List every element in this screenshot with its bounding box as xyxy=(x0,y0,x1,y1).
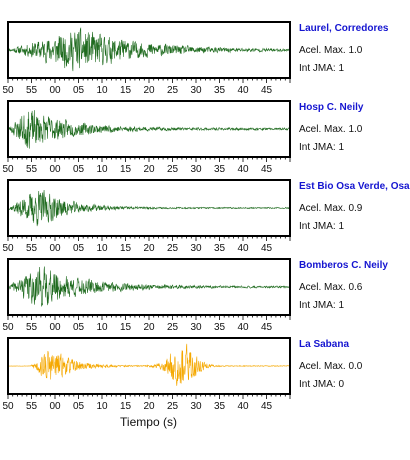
tick-label: 30 xyxy=(190,164,202,175)
jma-intensity-5: Int JMA: 0 xyxy=(299,379,345,390)
tick-label: 35 xyxy=(214,85,226,96)
tick-label: 35 xyxy=(214,401,226,412)
tick-label: 00 xyxy=(49,243,61,254)
tick-label: 30 xyxy=(190,401,202,412)
station-name-2: Hosp C. Neily xyxy=(299,102,364,113)
tick-label: 40 xyxy=(237,243,249,254)
tick-label: 35 xyxy=(214,164,226,175)
tick-label: 10 xyxy=(96,322,108,333)
tick-label: 15 xyxy=(120,164,132,175)
tick-label: 00 xyxy=(49,85,61,96)
tick-label: 50 xyxy=(2,401,14,412)
tick-label: 55 xyxy=(26,164,38,175)
tick-label: 20 xyxy=(143,401,155,412)
tick-label: 05 xyxy=(73,164,85,175)
trace-4 xyxy=(7,266,291,307)
tick-label: 10 xyxy=(96,243,108,254)
jma-intensity-2: Int JMA: 1 xyxy=(299,142,345,153)
jma-intensity-3: Int JMA: 1 xyxy=(299,221,345,232)
tick-label: 45 xyxy=(261,164,273,175)
tick-label: 45 xyxy=(261,401,273,412)
tick-label: 50 xyxy=(2,85,14,96)
tick-label: 55 xyxy=(26,85,38,96)
tick-label: 50 xyxy=(2,164,14,175)
tick-label: 20 xyxy=(143,85,155,96)
tick-label: 55 xyxy=(26,243,38,254)
tick-label: 30 xyxy=(190,85,202,96)
trace-5 xyxy=(7,343,291,386)
trace-1 xyxy=(7,27,290,72)
tick-label: 10 xyxy=(96,164,108,175)
tick-label: 20 xyxy=(143,243,155,254)
jma-intensity-1: Int JMA: 1 xyxy=(299,63,345,74)
tick-label: 55 xyxy=(26,322,38,333)
tick-label: 05 xyxy=(73,322,85,333)
tick-label: 15 xyxy=(120,85,132,96)
tick-label: 15 xyxy=(120,401,132,412)
trace-3 xyxy=(7,189,291,227)
x-axis-label: Tiempo (s) xyxy=(120,415,177,429)
jma-intensity-4: Int JMA: 1 xyxy=(299,300,345,311)
tick-label: 40 xyxy=(237,85,249,96)
accel-max-4: Acel. Max. 0.6 xyxy=(299,282,363,293)
tick-label: 30 xyxy=(190,243,202,254)
tick-label: 40 xyxy=(237,401,249,412)
tick-label: 50 xyxy=(2,322,14,333)
tick-label: 15 xyxy=(120,243,132,254)
tick-label: 05 xyxy=(73,85,85,96)
tick-label: 25 xyxy=(167,243,179,254)
tick-label: 55 xyxy=(26,401,38,412)
tick-label: 25 xyxy=(167,401,179,412)
tick-label: 30 xyxy=(190,322,202,333)
trace-2 xyxy=(8,110,291,149)
tick-label: 00 xyxy=(49,401,61,412)
tick-label: 35 xyxy=(214,243,226,254)
station-name-5: La Sabana xyxy=(299,339,350,350)
tick-label: 35 xyxy=(214,322,226,333)
tick-label: 20 xyxy=(143,322,155,333)
tick-label: 45 xyxy=(261,322,273,333)
station-name-4: Bomberos C. Neily xyxy=(299,260,388,271)
tick-label: 45 xyxy=(261,85,273,96)
tick-label: 20 xyxy=(143,164,155,175)
tick-label: 25 xyxy=(167,322,179,333)
accel-max-5: Acel. Max. 0.0 xyxy=(299,361,363,372)
accel-max-2: Acel. Max. 1.0 xyxy=(299,124,363,135)
accel-max-1: Acel. Max. 1.0 xyxy=(299,45,363,56)
tick-label: 50 xyxy=(2,243,14,254)
station-name-1: Laurel, Corredores xyxy=(299,23,389,34)
accel-max-3: Acel. Max. 0.9 xyxy=(299,203,363,214)
tick-label: 45 xyxy=(261,243,273,254)
tick-label: 00 xyxy=(49,322,61,333)
station-name-3: Est Bio Osa Verde, Osa xyxy=(299,181,410,192)
tick-label: 10 xyxy=(96,85,108,96)
tick-label: 10 xyxy=(96,401,108,412)
tick-label: 25 xyxy=(167,85,179,96)
tick-label: 00 xyxy=(49,164,61,175)
tick-label: 40 xyxy=(237,322,249,333)
tick-label: 05 xyxy=(73,243,85,254)
tick-label: 05 xyxy=(73,401,85,412)
tick-label: 15 xyxy=(120,322,132,333)
tick-label: 40 xyxy=(237,164,249,175)
tick-label: 25 xyxy=(167,164,179,175)
